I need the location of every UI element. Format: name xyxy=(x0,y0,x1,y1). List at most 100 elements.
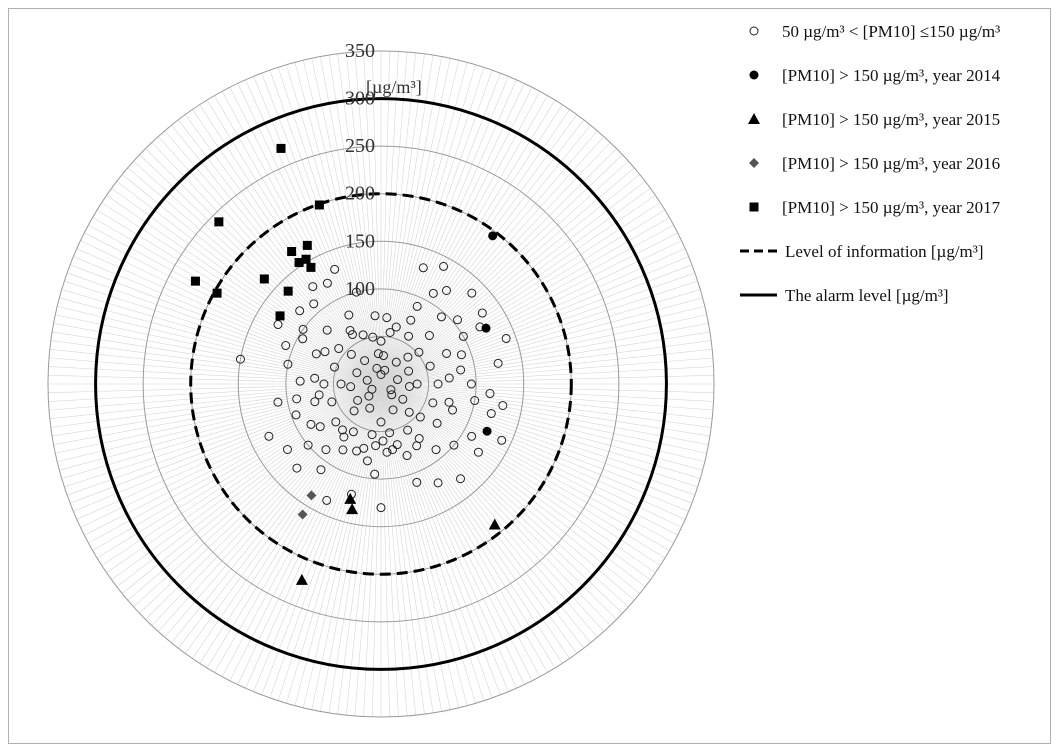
data-point xyxy=(482,426,492,436)
data-point xyxy=(412,301,422,311)
radial-tick-label: 300 xyxy=(345,88,375,110)
data-point xyxy=(439,261,449,271)
grid-spoke xyxy=(92,217,382,385)
data-point xyxy=(382,313,392,323)
data-point xyxy=(406,315,416,325)
grid-spoke xyxy=(245,79,382,385)
data-point xyxy=(385,327,395,337)
data-point xyxy=(362,375,372,385)
data-point xyxy=(387,390,397,400)
data-point xyxy=(337,425,347,435)
grid-spoke xyxy=(345,383,382,716)
data-point xyxy=(481,323,491,333)
grid-spoke xyxy=(48,374,382,385)
data-point xyxy=(371,441,381,451)
data-point xyxy=(473,447,483,457)
grid-spoke xyxy=(199,104,382,385)
grid-spoke xyxy=(380,383,712,428)
data-point xyxy=(404,381,414,391)
grid-spoke xyxy=(380,366,714,385)
grid-spoke xyxy=(57,383,382,463)
grid-spoke xyxy=(185,114,382,385)
grid-spoke xyxy=(122,174,382,385)
information-level-circle xyxy=(189,192,573,576)
grid-spoke xyxy=(92,383,382,551)
data-point xyxy=(418,263,428,273)
grid-spoke xyxy=(286,64,382,385)
grid-spoke xyxy=(380,383,391,717)
grid-spoke xyxy=(320,56,382,385)
grid-spoke xyxy=(106,195,382,385)
grid-spoke xyxy=(111,383,382,580)
unit-label: [µg/m³] xyxy=(366,77,422,97)
grid-spoke xyxy=(61,289,382,385)
data-point xyxy=(320,347,330,357)
data-point xyxy=(344,492,357,504)
data-point xyxy=(287,246,297,256)
data-point xyxy=(436,312,446,322)
data-point xyxy=(415,412,425,422)
data-point xyxy=(467,431,477,441)
grid-spoke xyxy=(380,56,442,385)
data-point xyxy=(414,347,424,357)
grid-spoke xyxy=(50,340,382,385)
grid-spoke xyxy=(380,383,661,566)
radial-tick-label: 150 xyxy=(345,230,375,252)
data-point xyxy=(322,495,332,505)
data-point xyxy=(295,306,305,316)
data-point xyxy=(404,366,414,376)
grid-spoke xyxy=(380,383,713,420)
grid-spoke xyxy=(48,383,382,402)
grid-spoke xyxy=(380,383,509,692)
grid-spoke xyxy=(199,383,382,664)
grid-spoke xyxy=(380,357,713,385)
grid-spoke xyxy=(185,383,382,654)
grid-spoke xyxy=(380,383,714,402)
data-point xyxy=(283,359,293,369)
data-point xyxy=(378,351,388,361)
data-point xyxy=(456,365,466,375)
grid-spoke xyxy=(380,383,517,689)
data-point xyxy=(453,315,463,325)
grid-spoke xyxy=(206,99,382,385)
grid-spoke xyxy=(206,383,382,669)
grid-spoke xyxy=(76,248,382,385)
grid-spoke xyxy=(277,383,382,701)
data-point xyxy=(466,379,476,389)
alarm-level-circle xyxy=(94,97,668,671)
data-point xyxy=(346,349,356,359)
legend-entry: The alarm level [µg/m³] xyxy=(740,286,949,305)
data-point xyxy=(295,376,305,386)
data-point xyxy=(310,397,320,407)
legend-entry: 50 µg/m³ < [PM10] ≤150 µg/m³ xyxy=(749,22,1000,41)
grid-spoke xyxy=(380,383,442,712)
data-point xyxy=(309,299,319,309)
grid-spoke xyxy=(380,305,705,385)
legend-label: [PM10] > 150 µg/m³, year 2014 xyxy=(782,66,1001,85)
data-point xyxy=(376,417,386,427)
data-point xyxy=(391,322,401,332)
grid-spoke xyxy=(380,87,533,385)
grid-spoke xyxy=(380,136,605,385)
grid-spoke xyxy=(59,297,382,385)
grid-spoke xyxy=(88,224,382,385)
data-point xyxy=(449,440,459,450)
grid-spoke xyxy=(84,383,382,536)
grid-spoke xyxy=(380,91,541,385)
grid-spoke xyxy=(380,340,712,385)
grid-spoke xyxy=(380,130,598,385)
data-point xyxy=(322,325,332,335)
data-point xyxy=(442,348,452,358)
data-point xyxy=(346,503,359,515)
grid-spoke xyxy=(302,60,382,385)
data-point xyxy=(403,352,413,362)
legend-label: [PM10] > 150 µg/m³, year 2016 xyxy=(782,154,1000,173)
grid-spoke xyxy=(380,374,714,385)
grid-spoke xyxy=(127,383,382,601)
grid-spoke xyxy=(380,383,611,626)
grid-spoke xyxy=(380,383,584,649)
grid-spoke xyxy=(380,51,391,385)
data-point xyxy=(376,369,386,379)
grid-spoke xyxy=(380,52,408,385)
grid-spoke xyxy=(70,264,382,385)
